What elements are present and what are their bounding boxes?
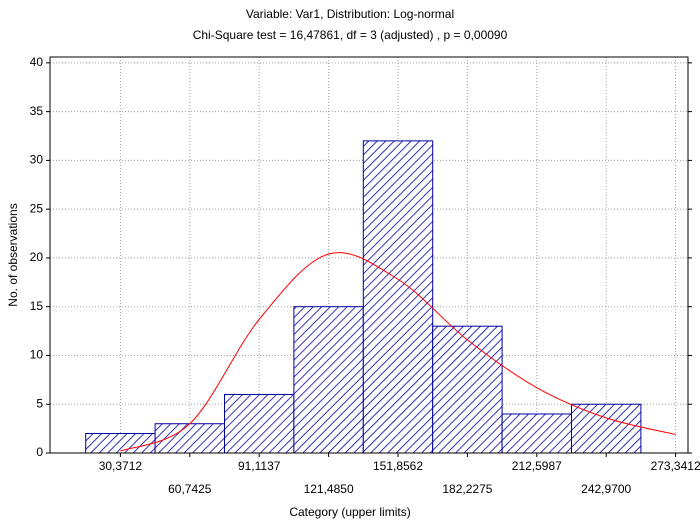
bar bbox=[432, 325, 503, 454]
bar bbox=[154, 423, 226, 454]
x-tick-label: 273,3412 bbox=[651, 459, 700, 473]
y-tick-label: 10 bbox=[30, 348, 44, 362]
y-tick-label: 5 bbox=[36, 396, 43, 410]
x-tick-label: 212,5987 bbox=[512, 459, 562, 473]
plot-frame bbox=[49, 56, 689, 454]
x-tick-label: 30,3712 bbox=[99, 459, 143, 473]
bar bbox=[571, 403, 642, 454]
y-axis-label: No. of observations bbox=[6, 203, 20, 306]
chart-subtitle: Chi-Square test = 16,47861, df = 3 (adju… bbox=[193, 28, 508, 42]
x-tick-label: 151,8562 bbox=[373, 459, 423, 473]
bar bbox=[501, 413, 573, 454]
x-tick-label: 121,4850 bbox=[304, 482, 354, 496]
y-tick-label: 15 bbox=[30, 299, 44, 313]
x-tick-label: 182,2275 bbox=[442, 482, 492, 496]
y-tick-label: 20 bbox=[30, 250, 44, 264]
bar bbox=[362, 140, 434, 454]
bar bbox=[85, 432, 156, 454]
y-tick-label: 30 bbox=[30, 153, 44, 167]
y-tick-label: 35 bbox=[30, 104, 44, 118]
chart-title: Variable: Var1, Distribution: Log-normal bbox=[246, 7, 454, 21]
y-tick-label: 25 bbox=[30, 201, 44, 215]
x-tick-label: 91,1137 bbox=[238, 459, 281, 473]
y-tick-label: 40 bbox=[30, 55, 44, 69]
bar bbox=[293, 306, 364, 454]
fit-curve bbox=[120, 252, 676, 452]
x-tick-label: 242,9700 bbox=[581, 482, 631, 496]
x-axis-label: Category (upper limits) bbox=[289, 505, 410, 519]
y-tick-label: 0 bbox=[36, 445, 43, 459]
x-tick-label: 60,7425 bbox=[168, 482, 212, 496]
bar bbox=[224, 393, 295, 454]
